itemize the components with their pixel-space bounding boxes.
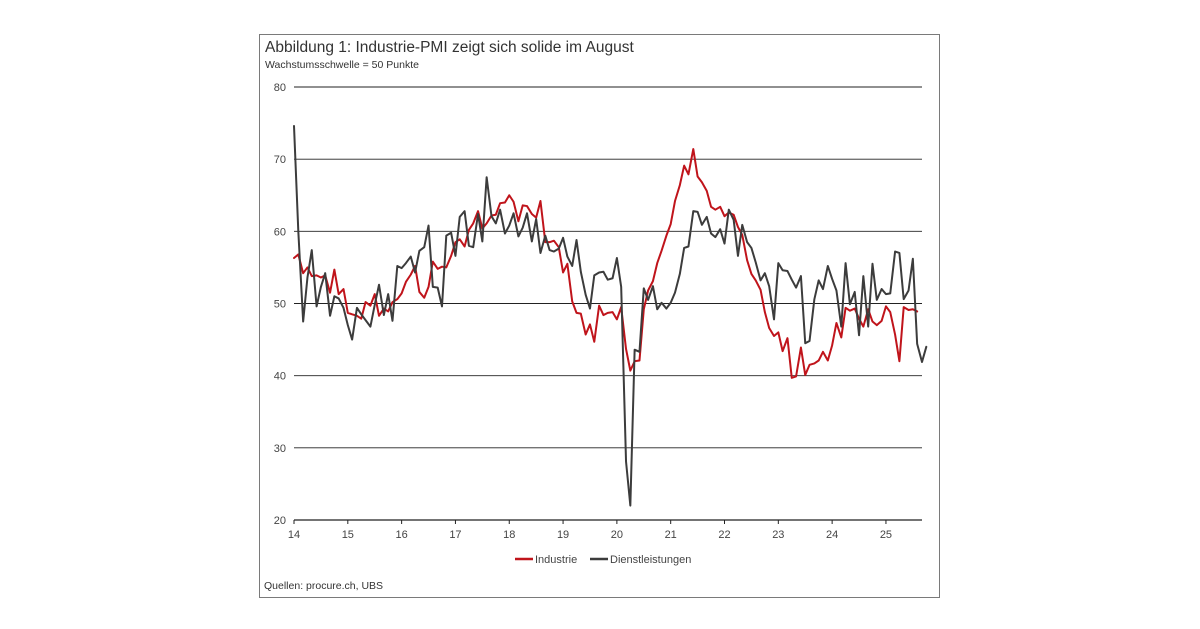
y-tick-label: 50 <box>274 299 286 311</box>
x-tick-label: 15 <box>342 529 354 541</box>
x-tick-label: 16 <box>396 529 408 541</box>
x-tick-label: 18 <box>503 529 515 541</box>
x-tick-label: 22 <box>718 529 730 541</box>
x-axis: 14 15 16 17 18 19 20 21 22 23 24 25 <box>288 520 892 541</box>
chart-subtitle: Wachstumsschwelle = 50 Punkte <box>265 59 419 71</box>
y-tick-label: 20 <box>274 515 286 527</box>
chart-frame: Abbildung 1: Industrie-PMI zeigt sich so… <box>259 34 940 598</box>
x-tick-label: 24 <box>826 529 838 541</box>
legend-label-industrie: Industrie <box>535 554 577 566</box>
y-tick-label: 30 <box>274 443 286 455</box>
x-tick-label: 25 <box>880 529 892 541</box>
y-tick-label: 40 <box>274 371 286 383</box>
x-tick-label: 21 <box>665 529 677 541</box>
x-tick-label: 19 <box>557 529 569 541</box>
x-tick-label: 17 <box>449 529 461 541</box>
legend-label-dienstleistungen: Dienstleistungen <box>610 554 691 566</box>
y-axis: 20 30 40 50 60 70 80 <box>274 82 286 527</box>
chart-title: Abbildung 1: Industrie-PMI zeigt sich so… <box>265 39 634 56</box>
source-note: Quellen: procure.ch, UBS <box>264 580 384 592</box>
x-tick-label: 14 <box>288 529 300 541</box>
y-tick-label: 70 <box>274 154 286 166</box>
series-lines <box>293 124 928 507</box>
y-tick-label: 60 <box>274 226 286 238</box>
x-tick-label: 23 <box>772 529 784 541</box>
y-tick-label: 80 <box>274 82 286 94</box>
series-line-industrie <box>293 148 919 379</box>
x-tick-label: 20 <box>611 529 623 541</box>
legend: Industrie Dienstleistungen <box>515 554 691 566</box>
grid-lines <box>294 86 922 521</box>
series-line-dienstleistungen <box>293 124 928 507</box>
